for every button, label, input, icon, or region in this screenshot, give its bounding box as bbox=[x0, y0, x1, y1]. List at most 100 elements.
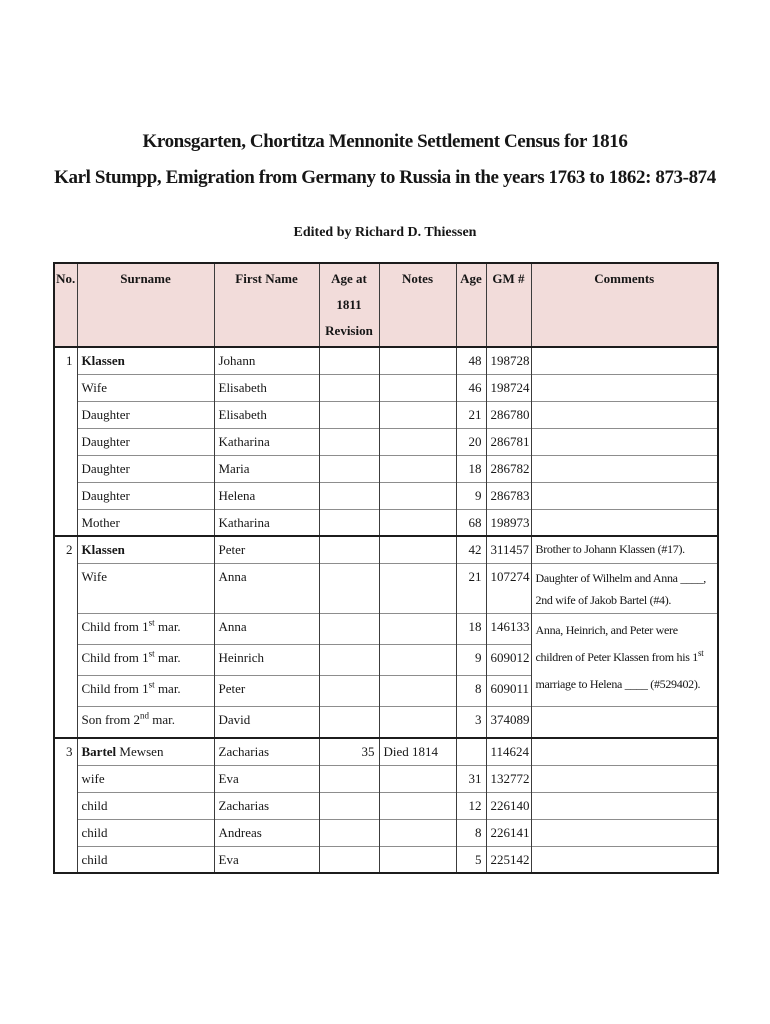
cell-age: 18 bbox=[455, 612, 486, 644]
cell-age-1811 bbox=[318, 535, 379, 563]
cell-comments: Brother to Johann Klassen (#17). bbox=[530, 535, 718, 563]
relation-text: mar. bbox=[149, 711, 175, 727]
header-gm-number: GM # bbox=[485, 263, 531, 348]
cell-age: 9 bbox=[455, 481, 486, 509]
ordinal-superscript: st bbox=[148, 679, 155, 690]
ordinal-superscript: st bbox=[148, 617, 155, 628]
ordinal-superscript: st bbox=[148, 648, 155, 659]
cell-relation: Child from 1st mar. bbox=[76, 674, 214, 706]
cell-notes bbox=[378, 845, 456, 873]
cell-comments bbox=[530, 346, 718, 374]
cell-first-name: Elisabeth bbox=[213, 400, 319, 428]
cell-first-name: Eva bbox=[213, 764, 319, 792]
cell-age-1811 bbox=[318, 845, 379, 873]
cell-age: 21 bbox=[455, 562, 486, 613]
cell-comments bbox=[530, 454, 718, 482]
cell-notes bbox=[378, 705, 456, 738]
header-comments: Comments bbox=[530, 263, 718, 348]
cell-notes bbox=[378, 508, 456, 536]
relation-text: mar. bbox=[154, 618, 181, 634]
ordinal-superscript: nd bbox=[140, 710, 149, 721]
cell-first-name: Zacharias bbox=[213, 791, 319, 819]
cell-age-1811 bbox=[318, 508, 379, 536]
cell-age: 20 bbox=[455, 427, 486, 455]
cell-gm-number: 225142 bbox=[485, 845, 531, 873]
cell-first-name: Johann bbox=[213, 346, 319, 374]
census-table: No. Surname First Name Age at 1811 Revis… bbox=[53, 262, 719, 874]
cell-age-1811 bbox=[318, 643, 379, 675]
cell-age-1811: 35 bbox=[318, 737, 379, 765]
cell-age-1811 bbox=[318, 562, 379, 613]
cell-comments bbox=[530, 818, 718, 846]
cell-gm-number: 374089 bbox=[485, 705, 531, 738]
cell-age: 31 bbox=[455, 764, 486, 792]
cell-notes bbox=[378, 674, 456, 706]
page-title: Kronsgarten, Chortitza Mennonite Settlem… bbox=[142, 131, 628, 152]
relation-text: Child from 1 bbox=[81, 680, 149, 696]
cell-gm-number: 286781 bbox=[485, 427, 531, 455]
cell-relation: child bbox=[76, 845, 214, 873]
cell-age: 9 bbox=[455, 643, 486, 675]
cell-first-name: David bbox=[213, 705, 319, 738]
header-no: No. bbox=[53, 263, 77, 348]
cell-comments bbox=[530, 764, 718, 792]
cell-gm-number: 146133 bbox=[485, 612, 531, 644]
cell-first-name: Peter bbox=[213, 535, 319, 563]
table-row: wife Eva 31 132772 bbox=[54, 764, 718, 792]
cell-age-1811 bbox=[318, 791, 379, 819]
table-row: Wife Anna 21 107274 Daughter of Wilhelm … bbox=[54, 562, 718, 613]
table-row: child Andreas 8 226141 bbox=[54, 818, 718, 846]
cell-first-name: Anna bbox=[213, 612, 319, 644]
cell-first-name: Heinrich bbox=[213, 643, 319, 675]
cell-relation: Child from 1st mar. bbox=[76, 612, 214, 644]
cell-gm-number: 107274 bbox=[485, 562, 531, 613]
comment-line: Anna, Heinrich, and Peter were bbox=[535, 622, 679, 637]
cell-age-1811 bbox=[318, 346, 379, 374]
relation-text: Son from 2 bbox=[81, 711, 141, 727]
cell-age-1811 bbox=[318, 481, 379, 509]
cell-age-1811 bbox=[318, 427, 379, 455]
cell-age: 42 bbox=[455, 535, 486, 563]
relation-text: mar. bbox=[154, 649, 181, 665]
cell-comments: Anna, Heinrich, and Peter were children … bbox=[530, 612, 718, 706]
comment-line: marriage to Helena ____ (#529402). bbox=[535, 676, 701, 691]
cell-relation: Child from 1st mar. bbox=[76, 643, 214, 675]
cell-notes bbox=[378, 643, 456, 675]
cell-first-name: Peter bbox=[213, 674, 319, 706]
cell-notes bbox=[378, 346, 456, 374]
cell-surname: Bartel Mewsen bbox=[76, 737, 214, 765]
cell-notes bbox=[378, 818, 456, 846]
ordinal-superscript: st bbox=[698, 647, 704, 658]
cell-first-name: Helena bbox=[213, 481, 319, 509]
cell-first-name: Maria bbox=[213, 454, 319, 482]
cell-comments bbox=[530, 845, 718, 873]
table-row: child Eva 5 225142 bbox=[54, 845, 718, 873]
cell-comments bbox=[530, 791, 718, 819]
cell-notes bbox=[378, 454, 456, 482]
cell-age: 21 bbox=[455, 400, 486, 428]
cell-gm-number: 609012 bbox=[485, 643, 531, 675]
cell-comments bbox=[530, 705, 718, 738]
header-age-1811-revision: Age at 1811 Revision bbox=[318, 263, 379, 348]
cell-age: 12 bbox=[455, 791, 486, 819]
cell-gm-number: 311457 bbox=[485, 535, 531, 563]
comment-line: children of Peter Klassen from his 1st bbox=[536, 644, 714, 671]
cell-first-name: Elisabeth bbox=[213, 373, 319, 401]
cell-comments bbox=[530, 400, 718, 428]
cell-notes bbox=[378, 427, 456, 455]
cell-age: 68 bbox=[455, 508, 486, 536]
comment-text: children of Peter Klassen from his 1 bbox=[535, 649, 699, 664]
cell-age: 18 bbox=[455, 454, 486, 482]
table-row: Daughter Elisabeth 21 286780 bbox=[54, 400, 718, 428]
relation-text: Child from 1 bbox=[81, 649, 149, 665]
cell-gm-number: 132772 bbox=[485, 764, 531, 792]
cell-first-name: Anna bbox=[213, 562, 319, 613]
cell-comments bbox=[530, 373, 718, 401]
cell-first-name: Andreas bbox=[213, 818, 319, 846]
cell-age-1811 bbox=[318, 818, 379, 846]
table-row: Child from 1st mar. Peter 8 609011 bbox=[54, 674, 718, 706]
cell-relation: child bbox=[76, 818, 214, 846]
table-row: child Zacharias 12 226140 bbox=[54, 791, 718, 819]
cell-age-1811 bbox=[318, 674, 379, 706]
cell-comments bbox=[530, 508, 718, 536]
